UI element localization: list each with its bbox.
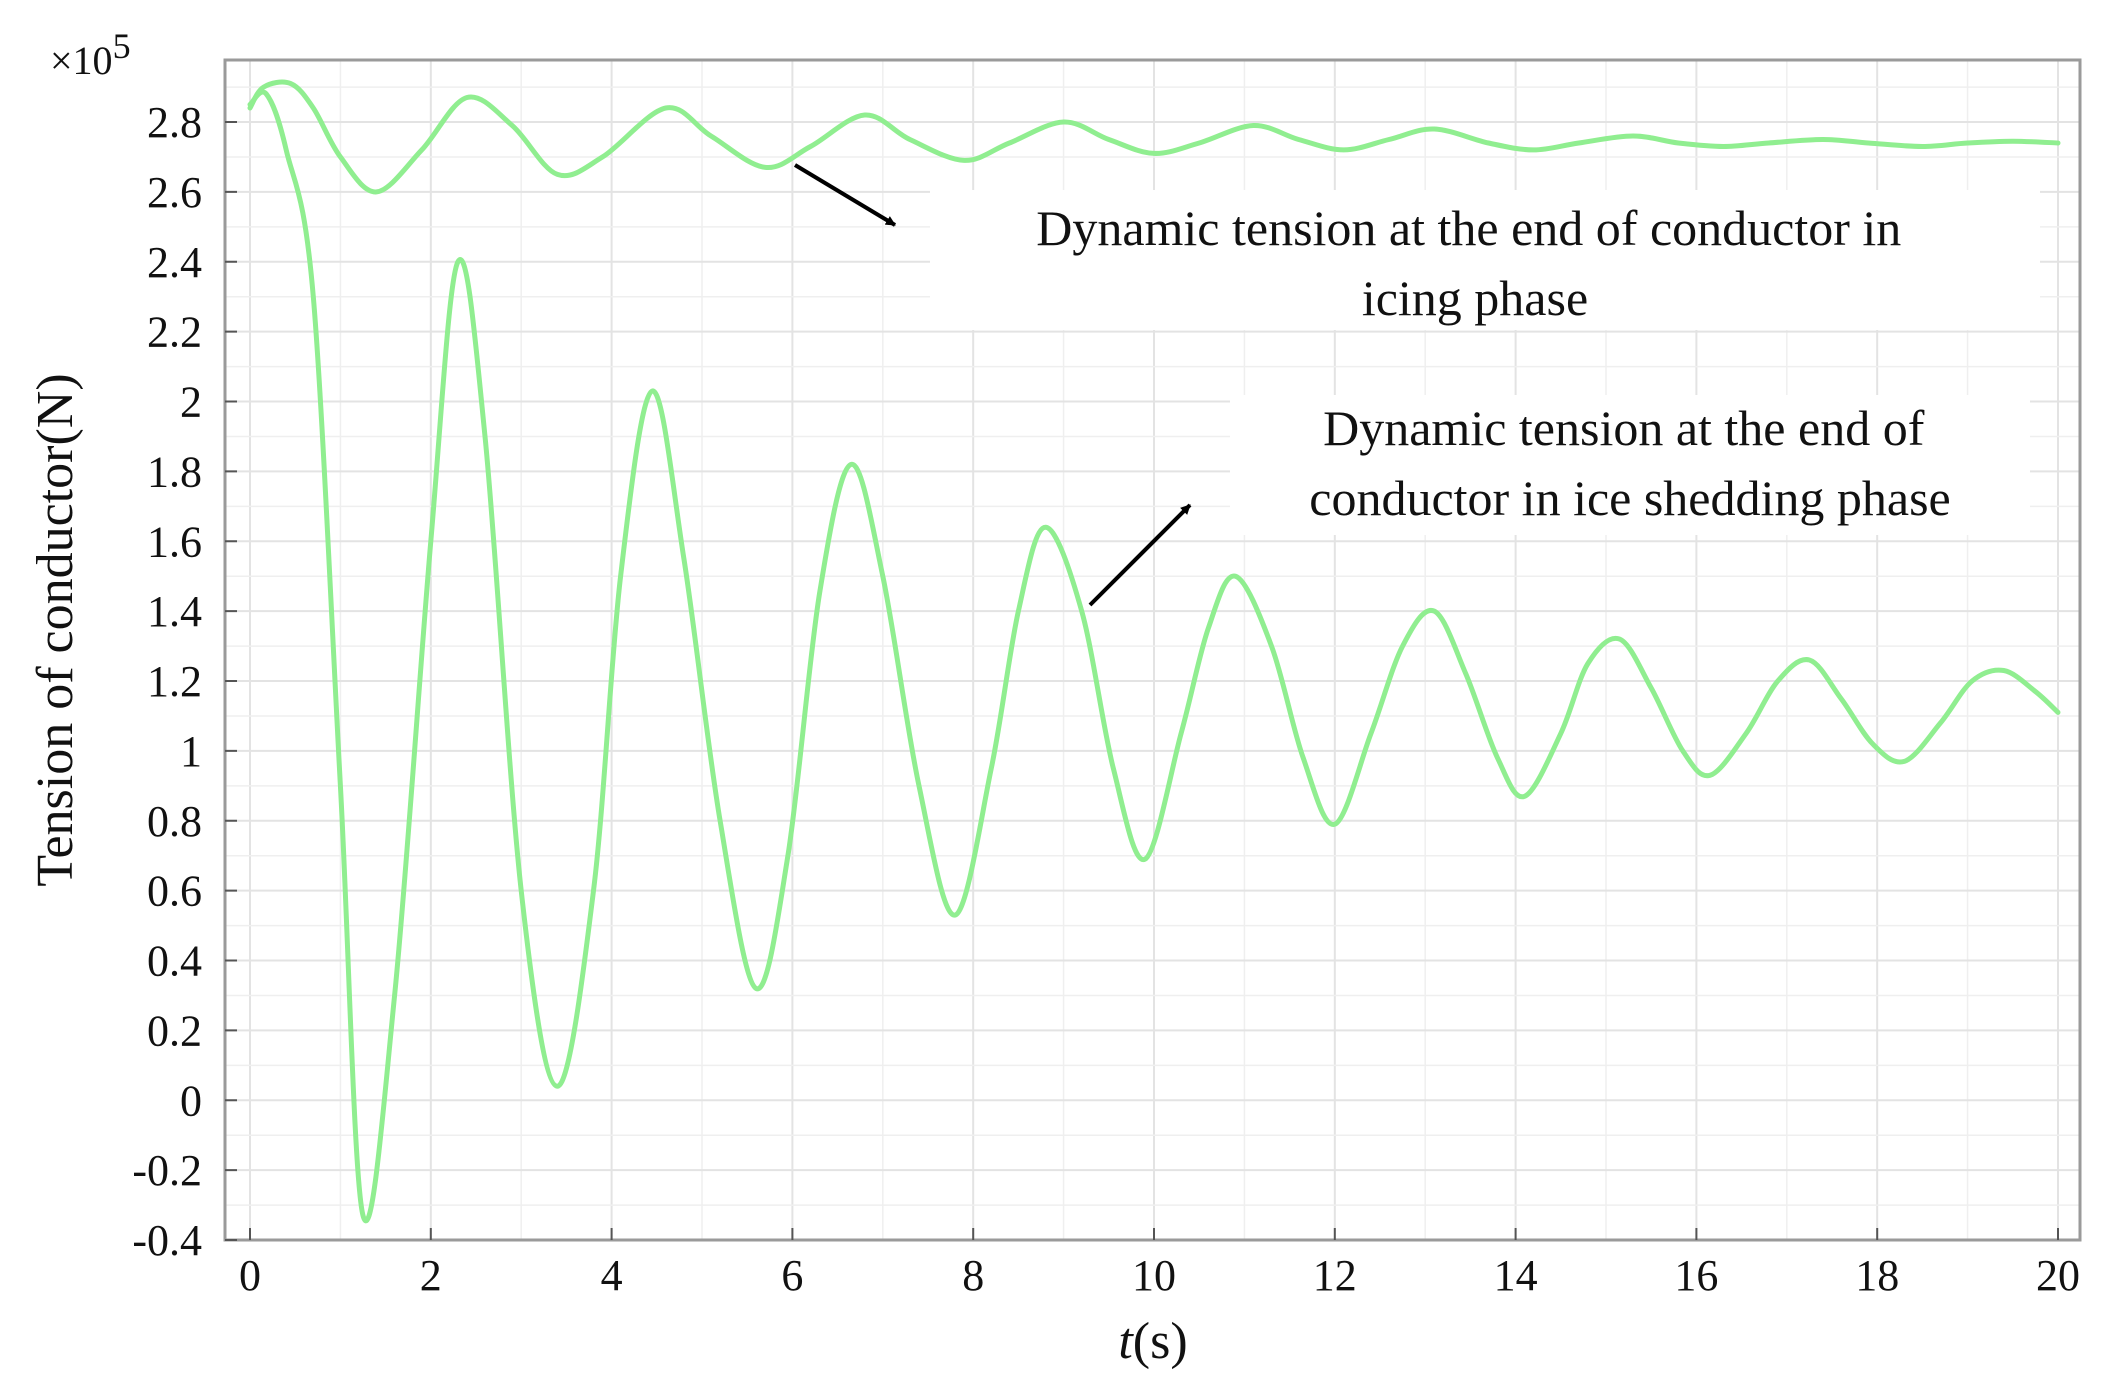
y-axis-label: Tension of conductor(N) (27, 373, 84, 886)
x-tick-label-2: 4 (601, 1251, 623, 1300)
y-tick-label-16: 2.8 (147, 98, 202, 147)
x-axis-label-var: t (1118, 1313, 1134, 1370)
y-tick-label-4: 0.4 (147, 937, 202, 986)
y-tick-label-5: 0.6 (147, 867, 202, 916)
y-tick-label-12: 2 (180, 378, 202, 427)
annotation-icing-bg (930, 190, 2040, 330)
plot-frame (223, 58, 2082, 1242)
x-tick-label-8: 16 (1674, 1251, 1718, 1300)
y-tick-label-3: 0.2 (147, 1006, 202, 1055)
annotation-icing-line-2: icing phase (1362, 270, 1588, 326)
y-tick-label-6: 0.8 (147, 797, 202, 846)
x-axis-label-unit: (s) (1133, 1313, 1188, 1370)
x-tick-label-0: 0 (239, 1251, 261, 1300)
y-tick-label-8: 1.2 (147, 657, 202, 706)
annotation-icing: Dynamic tension at the end of conductor … (1036, 200, 1914, 326)
x-tick-label-6: 12 (1313, 1251, 1357, 1300)
annotation-shedding-line-2: conductor in ice shedding phase (1309, 470, 1950, 526)
x-tick-label-4: 8 (962, 1251, 984, 1300)
annotation-shedding: Dynamic tension at the end of conductor … (1309, 400, 1950, 526)
y-tick-label-13: 2.2 (147, 308, 202, 357)
x-tick-label-5: 10 (1132, 1251, 1176, 1300)
y-tick-label-0: -0.4 (132, 1216, 202, 1265)
annotation-shedding-arrow (1088, 503, 1192, 607)
axis-ticks: 0 2 4 6 8 10 12 14 16 18 20 -0.4 -0.2 0 0.2 0.4 0.6 0.8 1 1… (132, 98, 2080, 1300)
series-line-shedding (247, 89, 2061, 1224)
y-tick-label-11: 1.8 (147, 447, 202, 496)
annotation-shedding-bg (1230, 395, 2030, 535)
annotation-icing-arrow (793, 163, 897, 227)
y-multiplier: ×105 (50, 26, 131, 83)
annotation-icing-line-1: Dynamic tension at the end of conductor … (1036, 200, 1901, 256)
series-line-icing (247, 79, 2061, 195)
y-tick-label-2: 0 (180, 1076, 202, 1125)
y-tick-label-1: -0.2 (132, 1146, 202, 1195)
x-tick-label-7: 14 (1494, 1251, 1538, 1300)
x-tick-label-9: 18 (1855, 1251, 1899, 1300)
y-tick-label-10: 1.6 (147, 517, 202, 566)
series-layer (247, 79, 2061, 1224)
y-tick-label-14: 2.4 (147, 238, 202, 287)
x-tick-label-3: 6 (781, 1251, 803, 1300)
y-tick-label-15: 2.6 (147, 168, 202, 217)
y-multiplier-exponent: 5 (113, 26, 131, 66)
y-multiplier-base: ×10 (50, 38, 113, 83)
y-tick-label-7: 1 (180, 727, 202, 776)
x-axis-label: t(s) (1118, 1313, 1187, 1370)
annotation-shedding-line-1: Dynamic tension at the end of (1323, 400, 1925, 456)
x-tick-label-1: 2 (420, 1251, 442, 1300)
y-tick-label-9: 1.4 (147, 587, 202, 636)
x-tick-label-10: 20 (2036, 1251, 2080, 1300)
